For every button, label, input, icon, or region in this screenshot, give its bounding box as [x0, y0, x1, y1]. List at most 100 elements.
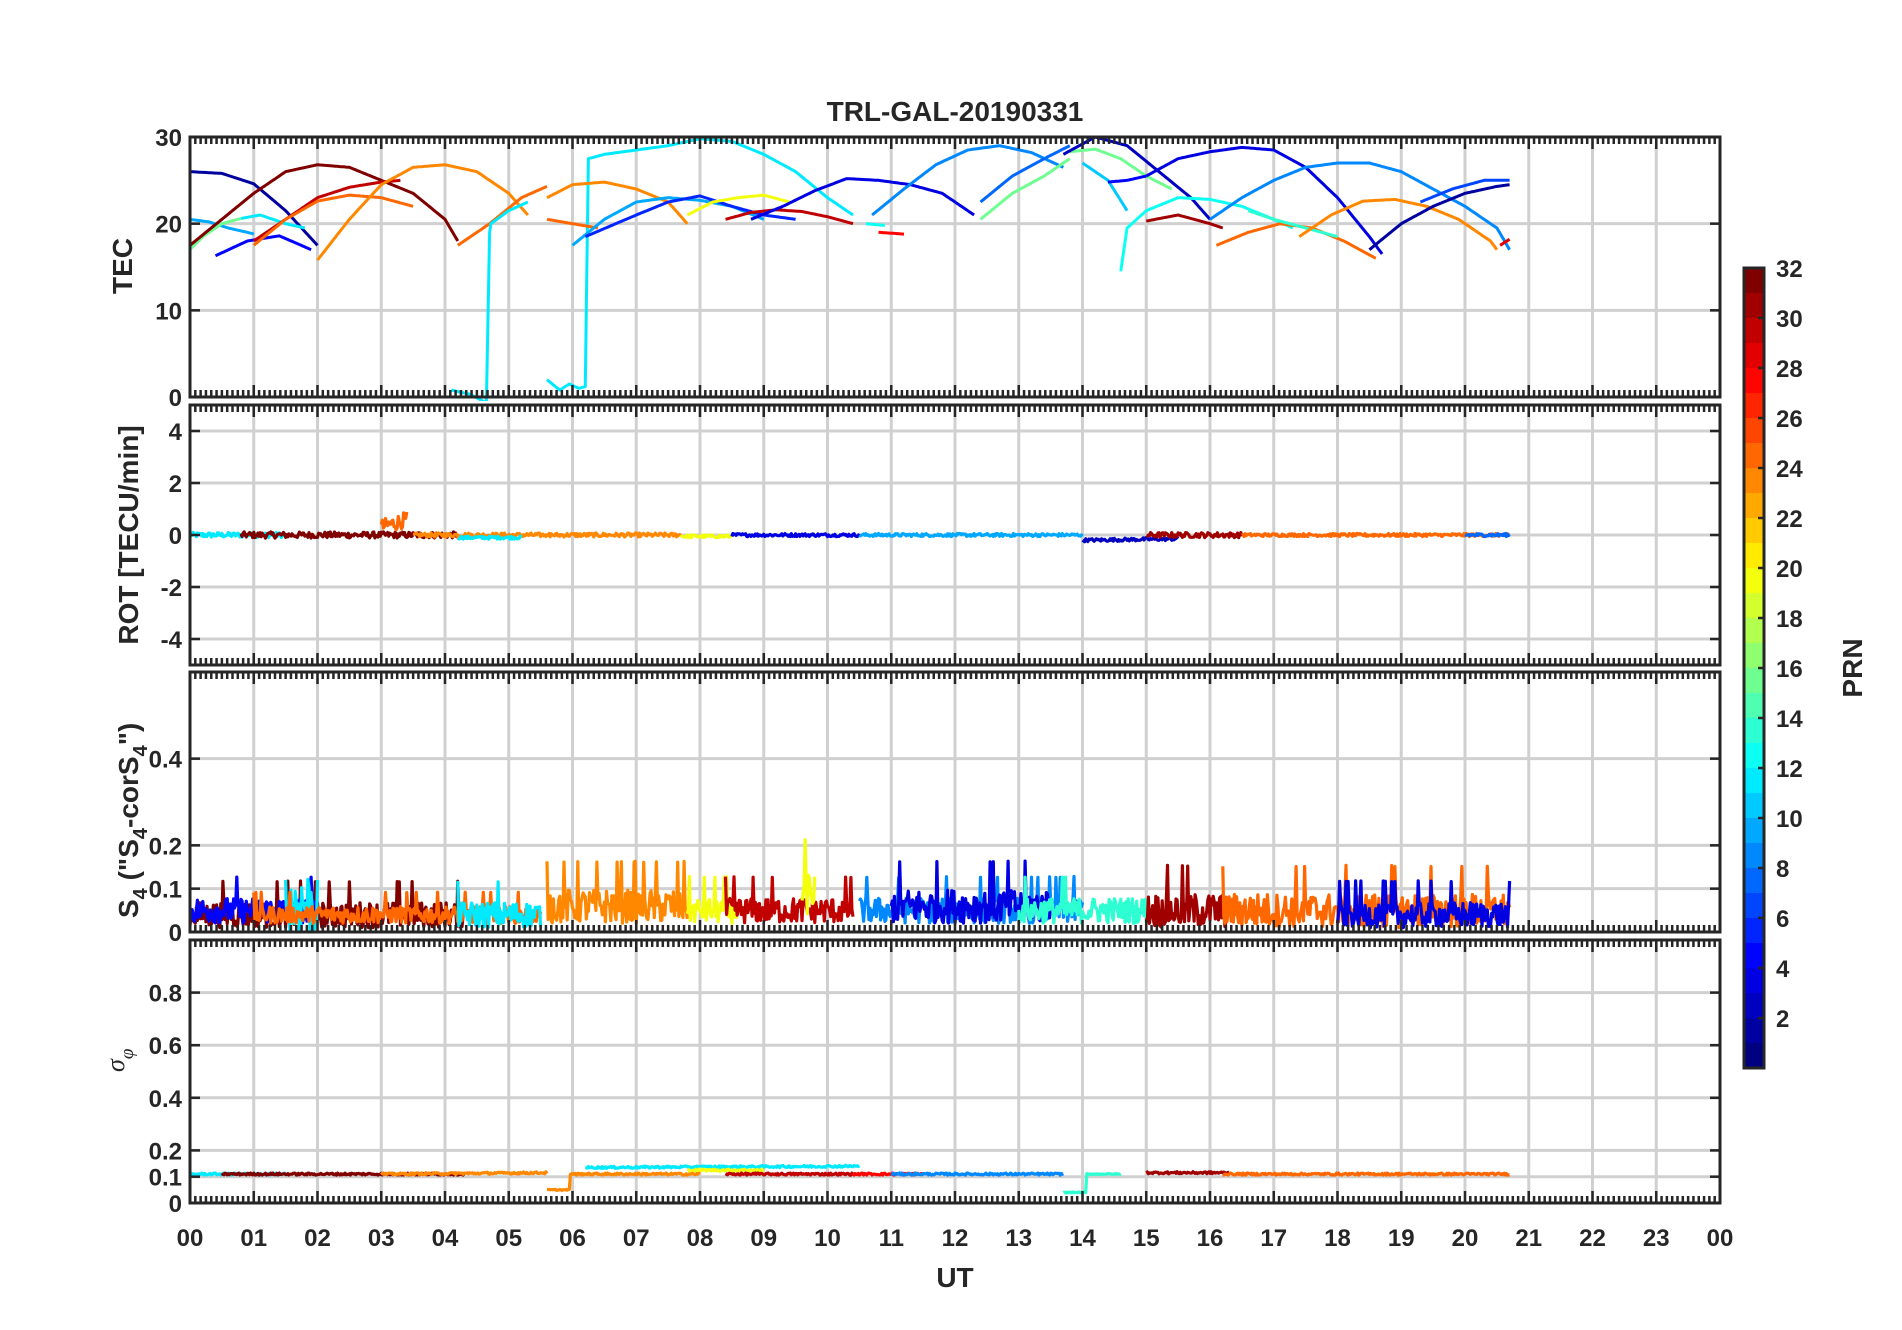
colorbar-tick-label: 10: [1776, 806, 1803, 833]
tec-series-prn-2: [1368, 183, 1510, 251]
x-tick-label: 08: [687, 1225, 714, 1252]
s4-axis-label: S4 ("S4-corS4"): [113, 723, 152, 918]
s4-panel: 0 0.1 0.2 0.4 S4 ("S4-corS4"): [113, 670, 1722, 947]
y-tick-label: 0.1: [149, 877, 182, 904]
x-tick-label: 23: [1643, 1225, 1670, 1252]
colorbar-band: [1744, 793, 1764, 819]
tec-series-prn-12: [451, 200, 529, 401]
x-tick-label: 04: [432, 1225, 459, 1252]
s4-series-prn-12: [456, 880, 543, 929]
sigma_phi-series-prn-9: [890, 1171, 1064, 1177]
colorbar-band: [1744, 768, 1764, 794]
colorbar-band: [1744, 918, 1764, 944]
colorbar-band: [1744, 443, 1764, 469]
x-tick-label: 02: [304, 1225, 331, 1252]
x-tick-label: 15: [1133, 1225, 1160, 1252]
y-tick-label: 0: [169, 1191, 182, 1218]
tec-panel: 0 10 20 30 TEC: [107, 125, 1722, 412]
colorbar-tick-label: 4: [1776, 956, 1790, 983]
colorbar-band: [1744, 1018, 1764, 1044]
y-tick-label: 0: [169, 385, 182, 412]
x-tick-label: 03: [368, 1225, 395, 1252]
colorbar-tick-label: 12: [1776, 756, 1803, 783]
tec-series-prn-24: [316, 163, 530, 262]
x-tick-label: 17: [1260, 1225, 1287, 1252]
s4-series-prn-25: [1221, 863, 1512, 930]
colorbar-band: [1744, 643, 1764, 669]
colorbar-band: [1744, 543, 1764, 569]
colorbar-band: [1744, 818, 1764, 844]
tec-series-prn-24: [546, 180, 689, 225]
colorbar-band: [1744, 943, 1764, 969]
y-tick-label: 0.8: [149, 981, 182, 1008]
y-tick-label: 30: [155, 125, 182, 152]
colorbar-tick-label: 20: [1776, 556, 1803, 583]
rot-series-prn-31: [1145, 530, 1244, 540]
colorbar-band: [1744, 493, 1764, 519]
y-tick-label: -2: [161, 575, 182, 602]
tec-series-prn-32: [190, 163, 460, 247]
sigma_phi-series-prn-24: [571, 1171, 701, 1177]
x-tick-label: 20: [1452, 1225, 1479, 1252]
sigma_phi-series-prn-30: [724, 1171, 855, 1177]
tec-series-prn-30: [725, 208, 854, 226]
rot-panel: -4 -2 0 2 4 ROT [TECU/min]: [113, 403, 1722, 667]
sigma_phi-series-prn-31: [1145, 1170, 1230, 1176]
tec-series-prn-13: [865, 222, 885, 227]
colorbar-band: [1744, 893, 1764, 919]
tec-series-prn-4: [750, 177, 975, 221]
colorbar-band: [1744, 343, 1764, 369]
colorbar-tick-label: 28: [1776, 356, 1803, 383]
sigma-phi-panel: 00.10.20.40.60.8 σφ: [101, 938, 1722, 1218]
colorbar-band: [1744, 393, 1764, 419]
s4-series-prn-14: [1017, 875, 1148, 925]
tec-series-prn-31: [1146, 213, 1224, 230]
y-tick-label: 0.2: [149, 833, 182, 860]
colorbar-tick-label: 22: [1776, 506, 1803, 533]
colorbar-tick-label: 26: [1776, 406, 1803, 433]
y-tick-label: 0.6: [149, 1033, 182, 1060]
s4-series-prn-20: [685, 874, 740, 925]
x-tick-label: 13: [1005, 1225, 1032, 1252]
colorbar-tick-label: 18: [1776, 606, 1803, 633]
y-tick-label: 4: [169, 419, 183, 446]
x-tick-label: 16: [1197, 1225, 1224, 1252]
rot-series-prn-3: [1081, 535, 1180, 544]
s4-series-prn-31: [1144, 863, 1231, 929]
tec-series-prn-29: [1499, 238, 1511, 247]
colorbar-band: [1744, 293, 1764, 319]
sigma_phi-series-prn-12: [584, 1163, 861, 1171]
tec-series-prn-25: [252, 193, 414, 247]
tec-series-prn-5: [1107, 174, 1147, 184]
rot-series-prn-8: [1464, 531, 1511, 539]
tec-series-prn-10: [190, 217, 255, 236]
colorbar-tick-label: 30: [1776, 306, 1803, 333]
tec-series-prn-16: [1069, 147, 1173, 191]
s4-series-prn-4: [1335, 879, 1512, 930]
y-tick-label: 0.4: [149, 747, 183, 774]
colorbar-tick-label: 14: [1776, 706, 1803, 733]
colorbar-tick-label: 2: [1776, 1006, 1789, 1033]
x-tick-label: 00: [177, 1225, 204, 1252]
x-tick-label: 12: [942, 1225, 969, 1252]
sigma_phi-series-prn-24: [380, 1170, 549, 1177]
tec-series-prn-28: [878, 230, 905, 236]
colorbar-band: [1744, 468, 1764, 494]
tec-series-prn-7: [1419, 178, 1510, 204]
colorbar-tick-label: 6: [1776, 906, 1789, 933]
tec-series-prn-4: [1145, 145, 1384, 255]
tec-series-prn-8: [979, 144, 1071, 204]
colorbar-band: [1744, 593, 1764, 619]
tec-series-prn-14: [1247, 209, 1338, 239]
x-tick-label: 19: [1388, 1225, 1415, 1252]
rot-series-prn-4: [730, 531, 861, 539]
colorbar-band: [1744, 718, 1764, 744]
tec-series-prn-9: [1209, 161, 1511, 251]
x-tick-label: 00: [1707, 1225, 1734, 1252]
tec-series-prn-2: [190, 170, 319, 247]
y-tick-label: 0.1: [149, 1165, 182, 1192]
y-tick-label: 10: [155, 298, 182, 325]
rot-series-prn-10: [858, 531, 1084, 539]
x-tick-label: 21: [1515, 1225, 1542, 1252]
